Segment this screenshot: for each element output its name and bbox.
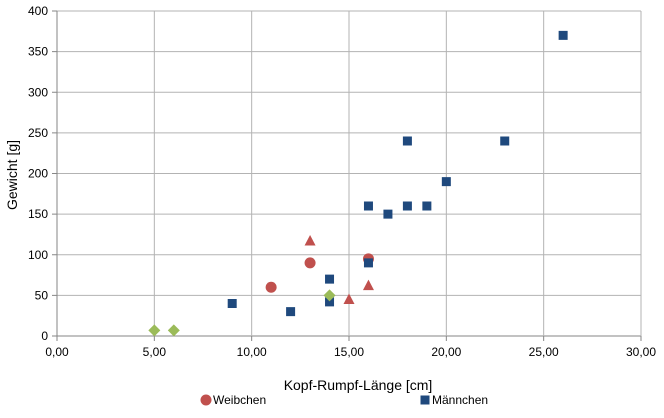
series-triangle	[304, 234, 374, 304]
y-tick-label: 150	[28, 207, 48, 221]
data-point-square	[227, 299, 237, 308]
y-tick-label: 250	[28, 126, 48, 140]
data-point-triangle	[362, 279, 374, 291]
x-tick-label: 25,00	[529, 345, 559, 359]
data-point-square	[325, 274, 335, 284]
legend-item: Weibchen	[200, 393, 266, 407]
y-tick-label: 0	[41, 329, 48, 343]
legend-item: Männchen	[420, 393, 488, 407]
data-point-diamond	[167, 324, 180, 337]
data-points	[148, 30, 568, 337]
data-point-square	[500, 136, 510, 146]
data-point-square	[363, 258, 373, 268]
data-point-square	[325, 297, 335, 307]
data-point-circle	[265, 281, 277, 293]
data-point-square	[402, 136, 412, 146]
x-axis-title: Kopf-Rumpf-Länge [cm]	[284, 377, 433, 393]
data-point-square	[422, 201, 432, 211]
x-tick-label: 5,00	[143, 345, 167, 359]
gridlines	[52, 10, 642, 341]
legend-marker	[420, 395, 430, 405]
legend: Weibchen Männchen	[200, 393, 488, 407]
y-axis-tick-labels: 0 50 100 150 200 250 300 350 400	[28, 4, 48, 343]
x-axis-tick-labels: 0,00 5,00 10,00 15,00 20,00 25,00 30,00	[45, 345, 656, 359]
y-tick-label: 350	[28, 45, 48, 59]
data-point-diamond	[148, 324, 161, 337]
legend-marker	[200, 394, 212, 406]
y-tick-label: 50	[35, 288, 49, 302]
data-point-circle	[304, 257, 316, 269]
data-point-diamond	[323, 289, 336, 302]
series-diamond	[148, 289, 336, 337]
y-tick-label: 100	[28, 248, 48, 262]
x-tick-label: 10,00	[237, 345, 267, 359]
x-tick-label: 20,00	[431, 345, 461, 359]
data-point-square	[558, 30, 568, 40]
data-point-square	[363, 201, 373, 211]
y-tick-label: 300	[28, 85, 48, 99]
y-tick-label: 200	[28, 167, 48, 181]
series-männchen	[227, 30, 568, 317]
series-weibchen	[265, 253, 374, 293]
data-point-square	[383, 209, 393, 219]
y-tick-label: 400	[28, 4, 48, 18]
legend-label: Männchen	[432, 393, 488, 407]
x-tick-label: 15,00	[334, 345, 364, 359]
x-tick-label: 0,00	[45, 345, 69, 359]
legend-label: Weibchen	[213, 393, 266, 407]
data-point-square	[286, 307, 296, 317]
x-tick-label: 30,00	[626, 345, 656, 359]
data-point-triangle	[343, 293, 355, 304]
data-point-square	[441, 177, 451, 187]
data-point-square	[402, 201, 412, 211]
data-point-triangle	[304, 234, 316, 246]
y-axis-title: Gewicht [g]	[4, 140, 20, 210]
